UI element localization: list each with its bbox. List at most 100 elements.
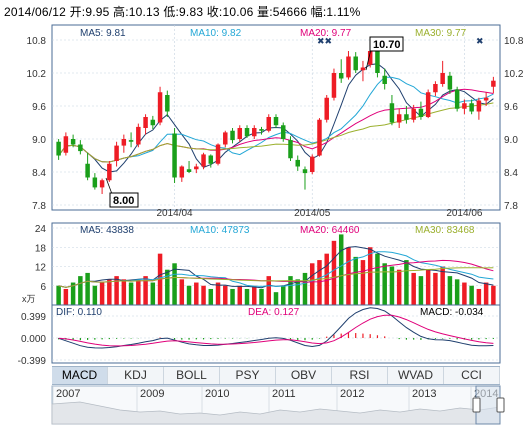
- volume-bar[interactable]: [295, 279, 300, 305]
- candle-body[interactable]: [194, 166, 199, 170]
- volume-bar[interactable]: [324, 253, 329, 305]
- candle-body[interactable]: [128, 140, 134, 142]
- candle-body[interactable]: [491, 80, 496, 87]
- event-marker-icon[interactable]: ✖: [476, 36, 484, 46]
- volume-bar[interactable]: [309, 263, 315, 305]
- candle-body[interactable]: [172, 133, 177, 178]
- candle-body[interactable]: [418, 108, 424, 117]
- candle-body[interactable]: [353, 56, 358, 71]
- candle-body[interactable]: [244, 128, 250, 137]
- tab-wvad[interactable]: WVAD: [388, 367, 444, 384]
- volume-bar[interactable]: [85, 272, 90, 305]
- candle-body[interactable]: [266, 117, 272, 131]
- volume-bar[interactable]: [491, 285, 496, 305]
- tab-rsi[interactable]: RSI: [332, 367, 388, 384]
- volume-bar[interactable]: [92, 285, 98, 305]
- candle-body[interactable]: [63, 136, 69, 153]
- candle-body[interactable]: [99, 180, 105, 188]
- volume-bar[interactable]: [389, 266, 395, 306]
- volume-bar[interactable]: [353, 256, 358, 305]
- candle-body[interactable]: [78, 144, 83, 152]
- volume-bar[interactable]: [462, 282, 467, 305]
- candle-body[interactable]: [85, 163, 90, 178]
- candle-body[interactable]: [396, 114, 402, 123]
- candle-body[interactable]: [165, 95, 170, 112]
- volume-bar[interactable]: [63, 288, 69, 305]
- volume-bar[interactable]: [114, 276, 119, 305]
- volume-bar[interactable]: [331, 240, 337, 305]
- volume-bar[interactable]: [107, 279, 112, 305]
- candle-body[interactable]: [114, 145, 119, 161]
- candle-body[interactable]: [201, 154, 206, 167]
- volume-bar[interactable]: [121, 279, 127, 305]
- candle-body[interactable]: [367, 51, 373, 65]
- volume-bar[interactable]: [483, 282, 489, 305]
- volume-bar[interactable]: [230, 288, 235, 305]
- volume-bar[interactable]: [404, 260, 409, 305]
- candle-body[interactable]: [411, 108, 416, 120]
- candle-body[interactable]: [433, 84, 438, 93]
- volume-bar[interactable]: [266, 276, 272, 305]
- candle-body[interactable]: [483, 97, 489, 101]
- volume-bar[interactable]: [194, 282, 199, 305]
- volume-bar[interactable]: [259, 288, 264, 305]
- candle-body[interactable]: [70, 139, 76, 145]
- volume-bar[interactable]: [165, 269, 170, 305]
- candle-body[interactable]: [280, 125, 286, 139]
- tab-psy[interactable]: PSY: [220, 367, 276, 384]
- candle-body[interactable]: [259, 129, 264, 131]
- navigator-left-handle[interactable]: [472, 397, 481, 413]
- candle-body[interactable]: [425, 92, 431, 117]
- candle-body[interactable]: [252, 128, 257, 137]
- volume-bar[interactable]: [70, 282, 76, 305]
- tab-macd[interactable]: MACD: [52, 367, 108, 384]
- candle-body[interactable]: [215, 144, 221, 164]
- candle-body[interactable]: [143, 117, 148, 128]
- volume-bar[interactable]: [375, 253, 380, 305]
- volume-bar[interactable]: [172, 263, 177, 305]
- tab-obv[interactable]: OBV: [276, 367, 332, 384]
- event-marker-icon[interactable]: ✖✖: [317, 36, 332, 46]
- volume-bar[interactable]: [317, 260, 322, 305]
- volume-bar[interactable]: [244, 288, 250, 305]
- candle-body[interactable]: [462, 103, 467, 109]
- candle-body[interactable]: [360, 67, 366, 71]
- tab-boll[interactable]: BOLL: [164, 367, 220, 384]
- candle-body[interactable]: [346, 56, 351, 78]
- candle-body[interactable]: [186, 169, 192, 172]
- volume-bar[interactable]: [302, 272, 308, 305]
- volume-bar[interactable]: [338, 234, 344, 305]
- volume-bar[interactable]: [360, 260, 366, 305]
- tab-cci[interactable]: CCI: [444, 367, 500, 384]
- candle-body[interactable]: [56, 141, 61, 156]
- candle-body[interactable]: [440, 73, 445, 84]
- candle-body[interactable]: [404, 114, 409, 120]
- volume-bar[interactable]: [56, 285, 61, 305]
- volume-bar[interactable]: [280, 285, 286, 305]
- navigator-right-handle[interactable]: [496, 397, 505, 413]
- volume-bar[interactable]: [252, 285, 257, 305]
- candle-body[interactable]: [223, 132, 228, 145]
- candle-body[interactable]: [208, 155, 214, 164]
- volume-bar[interactable]: [273, 292, 279, 305]
- candle-body[interactable]: [237, 128, 243, 139]
- volume-bar[interactable]: [454, 279, 460, 305]
- candle-body[interactable]: [136, 126, 141, 145]
- volume-bar[interactable]: [425, 269, 431, 305]
- candle-body[interactable]: [324, 97, 329, 120]
- volume-bar[interactable]: [396, 269, 402, 305]
- volume-bar[interactable]: [215, 282, 221, 305]
- volume-bar[interactable]: [128, 282, 134, 305]
- volume-bar[interactable]: [201, 285, 206, 305]
- candle-body[interactable]: [375, 51, 380, 73]
- candle-body[interactable]: [295, 159, 300, 167]
- candle-body[interactable]: [476, 100, 482, 112]
- volume-bar[interactable]: [411, 272, 416, 305]
- candle-body[interactable]: [331, 73, 337, 98]
- volume-bar[interactable]: [143, 276, 148, 305]
- candle-body[interactable]: [447, 75, 453, 90]
- tab-kdj[interactable]: KDJ: [108, 367, 164, 384]
- candle-body[interactable]: [302, 169, 308, 174]
- candle-body[interactable]: [107, 163, 112, 181]
- volume-bar[interactable]: [223, 285, 228, 305]
